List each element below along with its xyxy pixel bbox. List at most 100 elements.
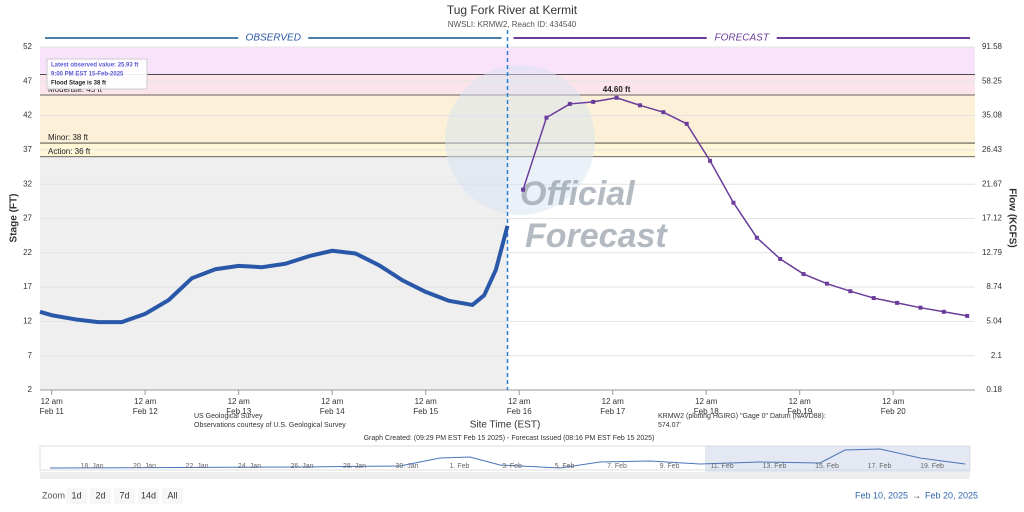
y-axis-label: Stage (FT) (9, 194, 20, 243)
navigator[interactable] (39, 445, 971, 479)
y2-tick-label: 12.79 (982, 248, 1003, 257)
x-tick-label: Feb 12 (133, 407, 158, 416)
x-tick-label: 12 am (602, 397, 625, 406)
flood-stage-label: Action: 36 ft (48, 147, 91, 156)
section-header: FORECAST (715, 33, 770, 44)
tooltip-text: Flood Stage is 38 ft (51, 81, 106, 87)
section-header-bg (238, 32, 309, 44)
forecast-line (522, 97, 968, 317)
navigator-label: 9. Feb (660, 463, 680, 470)
zoom-button-label[interactable]: 14d (141, 490, 156, 500)
zoom-button[interactable] (114, 488, 135, 504)
section-header: OBSERVED (246, 33, 301, 44)
y2-tick-label: 21.67 (982, 179, 1003, 188)
watermark: Official (520, 175, 636, 213)
y2-tick-label: 58.25 (982, 76, 1003, 85)
forecast-point (895, 300, 900, 305)
zoom-button-label[interactable]: 1d (71, 490, 81, 500)
navigator-label: 26. Jan (291, 463, 314, 470)
courtesy-note: Observations courtesy of U.S. Geological… (194, 422, 346, 429)
x-tick-label: Feb 14 (320, 407, 345, 416)
x-tick-label: 12 am (321, 397, 344, 406)
forecast-point (778, 256, 783, 261)
navigator-label: 20. Jan (133, 463, 156, 470)
range-from[interactable]: Feb 10, 2025 (855, 490, 908, 500)
navigator-label: 13. Feb (763, 463, 787, 470)
zoom-button-label[interactable]: 7d (119, 490, 129, 500)
forecast-point (918, 305, 923, 310)
x-tick-label: Feb 13 (226, 407, 251, 416)
tooltip-box (46, 58, 148, 90)
x-tick-label: 12 am (134, 397, 157, 406)
navigator-line (49, 448, 966, 469)
chart-subtitle: NWSLI: KRMW2, Reach ID: 434540 (448, 20, 577, 29)
datum-value: 574.07' (658, 422, 681, 429)
observed-background (40, 156, 508, 390)
forecast-point (941, 309, 946, 314)
datum-note: KRMW2 (plotting HGIRG) "Gage 0" Datum (N… (658, 413, 826, 420)
y-tick-label: 27 (23, 214, 32, 223)
zoom-button-label[interactable]: 2d (95, 490, 105, 500)
forecast-point (965, 313, 970, 318)
y2-tick-label: 26.43 (982, 145, 1003, 154)
x-tick-label: Feb 15 (413, 407, 438, 416)
y-tick-label: 12 (23, 317, 32, 326)
tooltip-text: Latest observed value: 25.93 ft (51, 63, 138, 69)
forecast-point (871, 296, 876, 301)
y-tick-label: 52 (23, 42, 32, 51)
y2-axis-label: Flow (KCFS) (1006, 188, 1017, 247)
flood-stage-label: Moderate: 45 ft (48, 85, 103, 94)
forecast-point (614, 95, 619, 100)
navigator-label: 28. Jan (343, 463, 366, 470)
forecast-point (661, 110, 666, 115)
forecast-point (544, 115, 549, 120)
watermark-logo (445, 65, 595, 215)
forecast-point (801, 272, 806, 277)
forecast-point (591, 99, 596, 104)
y-tick-label: 47 (23, 76, 32, 85)
scrollbar[interactable] (40, 472, 970, 479)
zoom-label: Zoom (42, 490, 65, 500)
forecast-point (684, 121, 689, 126)
tooltip-text: 9:00 PM EST 15-Feb-2025 (51, 72, 124, 78)
forecast-point (521, 187, 526, 192)
x-tick-label: Feb 19 (787, 407, 812, 416)
forecast-point (848, 289, 853, 294)
zoom-button[interactable] (138, 488, 159, 504)
zoom-button[interactable] (162, 488, 183, 504)
observed-line (39, 225, 510, 325)
x-tick-label: Feb 20 (881, 407, 906, 416)
zoom-button-label[interactable]: All (167, 490, 177, 500)
navigator-label: 7. Feb (607, 463, 627, 470)
zoom-button[interactable] (90, 488, 111, 504)
x-tick-label: 12 am (41, 397, 64, 406)
navigator-label: 1. Feb (450, 463, 470, 470)
watermark: Forecast (525, 217, 668, 255)
range-arrow: → (912, 490, 921, 500)
navigator-label: 11. Feb (710, 463, 733, 470)
navigator-label: 15. Feb (815, 463, 839, 470)
navigator-label: 24. Jan (238, 463, 261, 470)
y2-tick-label: 0.18 (986, 385, 1002, 394)
x-tick-label: Feb 18 (694, 407, 719, 416)
x-tick-label: 12 am (508, 397, 531, 406)
forecast-point (567, 101, 572, 106)
y-tick-label: 37 (23, 145, 32, 154)
y2-tick-label: 8.74 (986, 282, 1002, 291)
x-tick-label: Feb 17 (600, 407, 625, 416)
y2-tick-label: 35.08 (982, 111, 1003, 120)
zoom-button[interactable] (66, 488, 87, 504)
y-tick-label: 7 (28, 351, 33, 360)
y-tick-label: 22 (23, 248, 32, 257)
data-label: 44.60 ft (603, 85, 631, 94)
navigator-label: 19. Feb (920, 463, 944, 470)
y-tick-label: 17 (23, 282, 32, 291)
x-tick-label: 12 am (882, 397, 905, 406)
navigator-label: 3. Feb (502, 463, 522, 470)
x-tick-label: Feb 11 (40, 407, 65, 416)
x-axis-label: Site Time (EST) (470, 420, 541, 431)
range-to[interactable]: Feb 20, 2025 (925, 490, 978, 500)
flood-stage-label: Minor: 38 ft (48, 133, 89, 142)
x-tick-label: 12 am (228, 397, 251, 406)
